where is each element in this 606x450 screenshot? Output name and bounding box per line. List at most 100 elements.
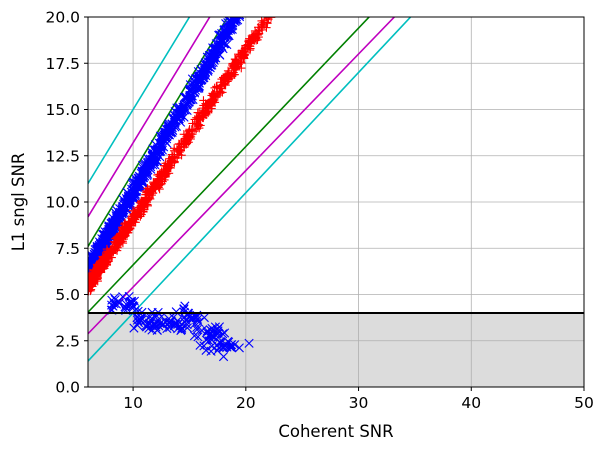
- point-x: [194, 317, 204, 327]
- point-x: [117, 204, 127, 214]
- point-x: [111, 216, 121, 226]
- y-tick-label: 20.0: [45, 9, 80, 27]
- y-tick-label: 15.0: [45, 101, 80, 119]
- reference-line: [88, 17, 191, 184]
- point-x: [235, 0, 243, 6]
- point-x: [230, 2, 238, 10]
- point-x: [186, 95, 196, 105]
- point-x: [214, 342, 224, 353]
- point-x: [234, 3, 242, 11]
- point-plus: [265, 17, 267, 21]
- point-plus: [95, 266, 104, 275]
- point-x: [181, 92, 191, 102]
- point-x: [207, 341, 217, 351]
- y-tick-label: 7.5: [55, 240, 80, 258]
- point-x: [150, 318, 160, 329]
- y-tick-label: 2.5: [55, 332, 80, 350]
- point-x: [230, 8, 238, 16]
- point-x: [133, 181, 143, 191]
- point-plus: [168, 152, 177, 161]
- point-plus: [208, 97, 217, 107]
- point-plus: [124, 225, 134, 234]
- point-plus: [141, 195, 150, 204]
- point-x: [209, 55, 219, 65]
- point-x: [134, 181, 144, 191]
- point-x: [141, 322, 151, 332]
- point-plus: [126, 221, 136, 230]
- point-x: [219, 39, 229, 49]
- y-axis-label: L1 sngl SNR: [9, 153, 28, 252]
- y-tick-label: 12.5: [45, 147, 80, 165]
- point-x: [153, 146, 163, 157]
- point-plus: [173, 146, 182, 156]
- point-x: [152, 325, 162, 335]
- point-x: [227, 342, 237, 353]
- point-plus: [100, 253, 109, 263]
- point-x: [150, 320, 160, 330]
- point-x: [221, 27, 231, 37]
- point-plus: [120, 230, 129, 240]
- point-x: [217, 343, 228, 353]
- point-x: [234, 17, 245, 22]
- y-tick-label: 0.0: [55, 379, 80, 397]
- point-x: [194, 71, 204, 81]
- point-plus: [241, 47, 250, 57]
- point-plus: [251, 33, 260, 42]
- reference-line: [88, 17, 211, 218]
- point-x: [171, 307, 181, 317]
- point-x: [177, 106, 188, 116]
- point-x: [186, 313, 196, 323]
- point-plus: [263, 7, 271, 15]
- point-x: [199, 313, 209, 323]
- point-plus: [198, 103, 207, 113]
- point-x: [233, 1, 241, 9]
- point-plus: [228, 60, 237, 70]
- point-x: [165, 125, 175, 135]
- series-0: [88, 0, 254, 362]
- point-plus: [221, 80, 230, 90]
- point-plus: [237, 63, 246, 73]
- point-x: [132, 315, 143, 325]
- x-tick-label: 20: [236, 394, 256, 412]
- point-x: [140, 160, 150, 171]
- point-plus: [199, 111, 208, 120]
- point-x: [219, 328, 230, 338]
- point-plus: [97, 264, 106, 273]
- point-plus: [164, 161, 173, 170]
- point-plus: [184, 127, 194, 137]
- point-plus: [137, 199, 147, 208]
- point-plus: [114, 237, 123, 246]
- point-x: [108, 223, 118, 233]
- x-tick-label: 30: [349, 394, 369, 412]
- point-plus: [108, 244, 117, 253]
- series-1: [88, 0, 276, 296]
- point-plus: [158, 177, 167, 186]
- point-plus: [177, 140, 186, 149]
- reference-line: [88, 17, 396, 335]
- point-x: [124, 198, 134, 209]
- x-tick-label: 40: [461, 394, 481, 412]
- point-x: [113, 296, 123, 307]
- point-plus: [230, 70, 239, 79]
- point-x: [167, 125, 178, 135]
- point-plus: [136, 212, 145, 221]
- point-x: [138, 160, 148, 170]
- point-x: [207, 323, 217, 334]
- point-x: [212, 329, 222, 339]
- point-plus: [159, 165, 168, 175]
- point-x: [233, 0, 241, 8]
- point-x: [229, 5, 237, 13]
- point-x: [133, 306, 143, 316]
- point-x: [168, 312, 178, 323]
- point-x: [144, 323, 154, 333]
- point-plus: [215, 89, 225, 98]
- point-x: [227, 17, 238, 25]
- point-x: [140, 316, 150, 326]
- point-x: [129, 323, 139, 333]
- axis-ticks: 10 20 30 40 50 0.0 2.5 5.0 7.5 10.0 12.5 15.0 17.5 20…: [45, 9, 593, 413]
- point-plus: [121, 231, 130, 241]
- point-x: [201, 345, 211, 355]
- point-x: [170, 319, 180, 329]
- point-plus: [266, 0, 274, 7]
